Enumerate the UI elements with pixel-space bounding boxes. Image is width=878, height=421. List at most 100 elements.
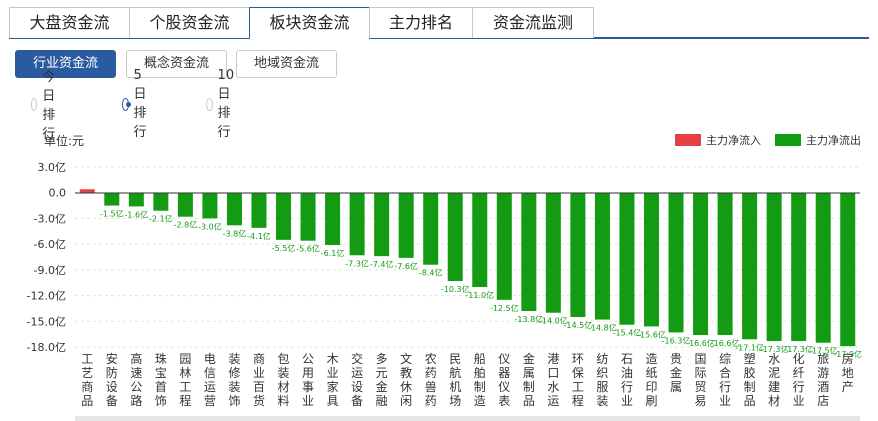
bar[interactable] bbox=[300, 192, 316, 241]
tab-main-ranking[interactable]: 主力排名 bbox=[369, 7, 473, 38]
bar[interactable] bbox=[619, 192, 635, 325]
bar-value-label: -4.1亿 bbox=[247, 231, 271, 241]
bar[interactable] bbox=[398, 192, 414, 258]
legend-outflow-label[interactable]: 主力净流出 bbox=[806, 133, 861, 147]
bar-value-label: -16.3亿 bbox=[662, 335, 691, 345]
bar[interactable] bbox=[374, 192, 390, 257]
bar-value-label: -1.6亿 bbox=[125, 209, 149, 219]
bar[interactable] bbox=[766, 192, 782, 341]
bar-value-label: -14.5亿 bbox=[564, 320, 593, 330]
bar-value-label: -2.1亿 bbox=[149, 214, 173, 224]
x-tick-label: 高速公路 bbox=[130, 351, 142, 408]
bar-value-label: -3.8亿 bbox=[223, 228, 247, 238]
legend-outflow-swatch bbox=[775, 134, 801, 146]
x-tick-label: 安防设备 bbox=[106, 351, 118, 408]
industry-flow-button[interactable]: 行业资金流 bbox=[15, 50, 116, 78]
bar[interactable] bbox=[791, 192, 807, 341]
bar[interactable] bbox=[325, 192, 341, 245]
radio-circle-icon bbox=[122, 97, 131, 111]
bar[interactable] bbox=[840, 192, 856, 347]
radio-today-ranking[interactable]: 今日排行 bbox=[31, 70, 62, 142]
radio-10day-ranking[interactable]: 10日排行 bbox=[206, 68, 241, 140]
main-tab-bar: 大盘资金流 个股资金流 板块资金流 主力排名 资金流监测 bbox=[9, 7, 869, 40]
bar-value-label: -17.9亿 bbox=[833, 349, 862, 359]
x-tick-label: 多元金融 bbox=[376, 352, 388, 408]
y-axis-ticks: 3.0亿 0.0 -3.0亿 -6.0亿 -9.0亿 -12.0亿 -15.0亿 -18.0亿 bbox=[27, 161, 66, 354]
bar[interactable] bbox=[668, 192, 684, 333]
bar[interactable] bbox=[276, 192, 292, 240]
x-tick-label: 农药兽药 bbox=[425, 352, 437, 408]
bar[interactable] bbox=[79, 189, 95, 193]
bar[interactable] bbox=[521, 192, 537, 311]
legend-inflow-swatch bbox=[675, 134, 701, 146]
x-tick-label: 金属制品 bbox=[523, 351, 535, 408]
bar-value-label: -8.4亿 bbox=[419, 268, 443, 278]
x-tick-label: 仪器仪表 bbox=[498, 352, 510, 408]
bar-value-label: -7.4亿 bbox=[370, 259, 394, 269]
bar[interactable] bbox=[349, 192, 365, 256]
tab-flow-monitor[interactable]: 资金流监测 bbox=[472, 7, 594, 38]
bar-value-labels: -1.5亿 -1.6亿 -2.1亿-2.8亿 -3.0亿-3.8亿 -4.1亿-5.5亿… bbox=[100, 209, 862, 360]
bar[interactable] bbox=[815, 192, 831, 343]
bar[interactable] bbox=[226, 192, 242, 226]
bar[interactable] bbox=[177, 192, 193, 217]
radio-5day-label: 5日排行 bbox=[133, 68, 147, 140]
x-tick-label: 塑胶制品 bbox=[744, 351, 756, 408]
bar[interactable] bbox=[472, 192, 488, 287]
x-tick-label: 国际贸易 bbox=[695, 352, 707, 408]
region-flow-button[interactable]: 地域资金流 bbox=[236, 50, 337, 78]
y-tick-label: -6.0亿 bbox=[34, 238, 66, 251]
bar-value-label: -5.5亿 bbox=[272, 243, 296, 253]
bar[interactable] bbox=[643, 192, 659, 327]
chart-scrollbar[interactable] bbox=[75, 416, 860, 421]
bar[interactable] bbox=[693, 192, 709, 335]
legend-inflow-label[interactable]: 主力净流入 bbox=[706, 133, 761, 147]
y-tick-label: -9.0亿 bbox=[34, 264, 66, 277]
bar[interactable] bbox=[742, 192, 758, 340]
tab-sector-flow[interactable]: 板块资金流 bbox=[249, 7, 370, 40]
bar[interactable] bbox=[496, 192, 512, 300]
x-tick-label: 民航机场 bbox=[449, 352, 461, 408]
bar[interactable] bbox=[423, 192, 439, 265]
bar-value-label: -2.8亿 bbox=[174, 220, 198, 230]
bar[interactable] bbox=[447, 192, 463, 281]
radio-today-label: 今日排行 bbox=[42, 70, 56, 142]
y-tick-label: -12.0亿 bbox=[27, 290, 66, 303]
bar[interactable] bbox=[153, 192, 169, 211]
bar[interactable] bbox=[545, 192, 561, 313]
bar[interactable] bbox=[594, 192, 610, 320]
bar-value-label: -17.3亿 bbox=[760, 344, 789, 354]
concept-flow-button[interactable]: 概念资金流 bbox=[126, 50, 227, 78]
x-tick-label: 环保工程 bbox=[572, 352, 584, 408]
x-tick-label: 纺织服装 bbox=[596, 352, 608, 408]
radio-5day-ranking[interactable]: 5日排行 bbox=[122, 68, 153, 140]
tab-stock-flow[interactable]: 个股资金流 bbox=[129, 7, 250, 38]
tab-market-flow[interactable]: 大盘资金流 bbox=[9, 7, 130, 38]
bar-value-label: -12.5亿 bbox=[490, 303, 519, 313]
x-tick-label: 化纤行业 bbox=[793, 352, 805, 408]
bar-value-label: -10.3亿 bbox=[441, 284, 470, 294]
x-tick-label: 电信运营 bbox=[204, 352, 216, 408]
x-tick-label: 综合行业 bbox=[719, 352, 731, 408]
x-tick-label: 船舶制造 bbox=[474, 352, 486, 408]
x-tick-label: 珠宝首饰 bbox=[155, 352, 167, 408]
x-tick-label: 造纸印刷 bbox=[645, 352, 657, 408]
x-tick-label: 工艺商品 bbox=[81, 352, 93, 408]
bar-value-label: -17.5亿 bbox=[809, 346, 838, 356]
bar[interactable] bbox=[570, 192, 586, 317]
bar[interactable] bbox=[717, 192, 733, 335]
bar-value-label: -15.6亿 bbox=[637, 329, 666, 339]
bar[interactable] bbox=[104, 192, 120, 206]
bar-value-label: -6.1亿 bbox=[321, 248, 345, 258]
bar-value-label: -13.8亿 bbox=[514, 314, 543, 324]
bar-value-label: -3.0亿 bbox=[198, 221, 222, 231]
radio-10day-label: 10日排行 bbox=[217, 68, 235, 140]
bar-value-label: -16.6亿 bbox=[686, 338, 715, 348]
bar[interactable] bbox=[251, 192, 267, 228]
bar[interactable] bbox=[202, 192, 218, 219]
bar-value-label: -7.3亿 bbox=[345, 258, 369, 268]
x-tick-label: 包装材料 bbox=[278, 352, 290, 408]
bar[interactable] bbox=[128, 192, 144, 207]
x-tick-label: 石油行业 bbox=[621, 352, 633, 408]
